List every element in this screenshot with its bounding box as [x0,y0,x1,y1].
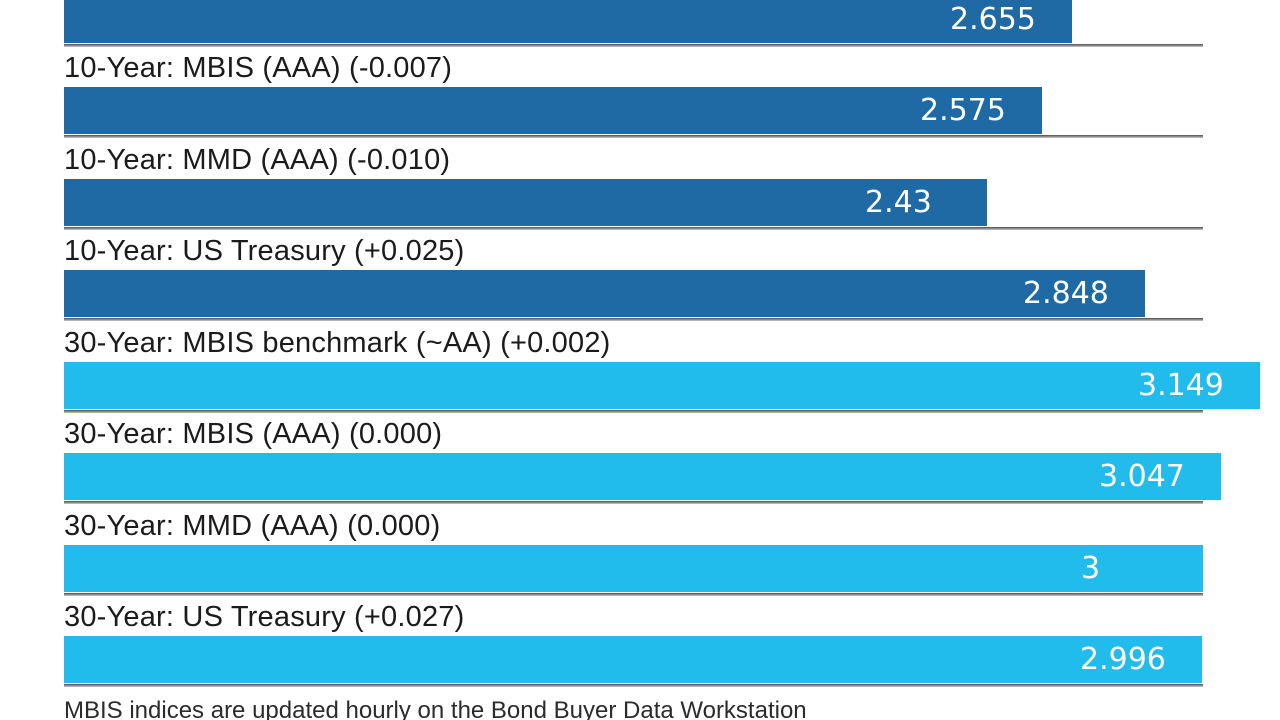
bar: 3.149 [64,361,1260,409]
bar-value-label: 3 [1081,550,1101,586]
axis-line [64,135,1203,138]
bar: 2.43 [64,178,987,226]
bar-value-label: 3.149 [1138,367,1224,403]
bar-value-label: 3.047 [1099,459,1185,494]
category-label: 10-Year: US Treasury (+0.025) [64,235,465,267]
axis-line [64,43,1203,47]
category-label: 10-Year: MBIS (AAA) (-0.007) [64,52,453,84]
bar-value-label: 2.848 [1023,276,1109,311]
bar: 2.575 [64,87,1042,134]
bar-value-label: 2.655 [950,1,1036,37]
bar: 2.655 [64,0,1072,43]
bar: 2.848 [64,270,1145,317]
chart-footnote: MBIS indices are updated hourly on the B… [64,697,807,720]
bar-value-label: 2.996 [1080,642,1166,677]
category-label: 30-Year: US Treasury (+0.027) [64,601,465,633]
axis-line [64,226,1203,230]
bar-value-label: 2.575 [920,93,1006,128]
category-label: 10-Year: MMD (AAA) (-0.010) [64,143,451,176]
category-label: 30-Year: MBIS benchmark (~AA) (+0.002) [64,326,611,359]
axis-line [64,409,1203,413]
axis-line [64,592,1203,596]
category-label: 30-Year: MBIS (AAA) (0.000) [64,418,443,450]
axis-line [64,501,1203,504]
bar: 3 [64,544,1203,592]
category-label: 30-Year: MMD (AAA) (0.000) [64,509,441,542]
bar: 3.047 [64,453,1221,500]
axis-line [64,318,1203,321]
bar-value-label: 2.43 [865,184,932,220]
axis-line [64,684,1203,687]
bar: 2.996 [64,636,1202,683]
